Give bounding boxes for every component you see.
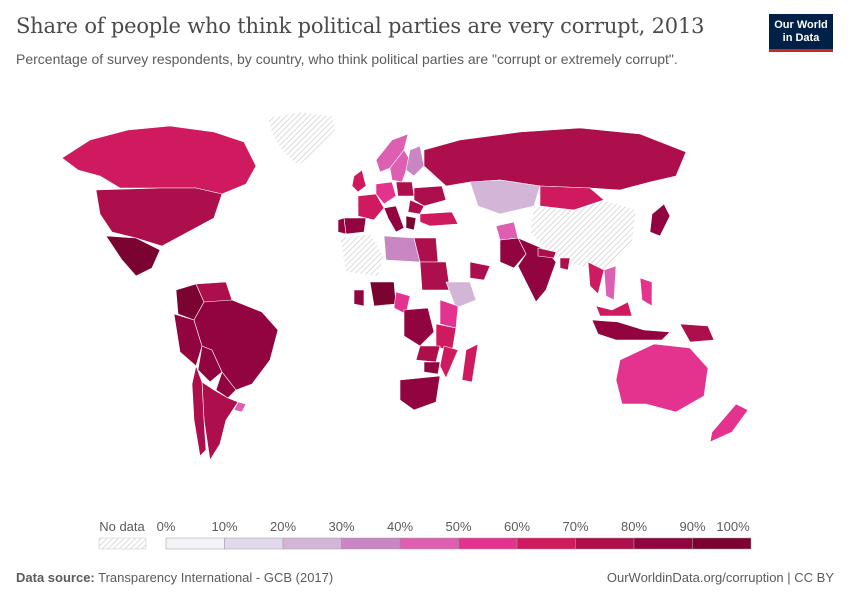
country-poland[interactable] xyxy=(395,181,415,197)
country-russia[interactable] xyxy=(423,127,687,191)
legend-tick-label: 40% xyxy=(387,519,413,534)
legend-tick-label: 30% xyxy=(328,519,354,534)
country-zimbabwe[interactable] xyxy=(423,361,441,375)
country-ukraine[interactable] xyxy=(413,185,447,207)
world-map[interactable] xyxy=(0,100,850,510)
country-new-zealand[interactable] xyxy=(709,403,749,443)
country-brazil[interactable] xyxy=(193,299,279,391)
legend-bin-0 xyxy=(165,537,225,550)
country-spain[interactable] xyxy=(343,217,367,235)
legend-tick-label: 10% xyxy=(211,519,237,534)
legend-tick-label: 90% xyxy=(679,519,705,534)
country-peru[interactable] xyxy=(173,313,203,367)
country-dr-congo[interactable] xyxy=(403,307,435,347)
country-chile[interactable] xyxy=(191,365,207,457)
country-philippines[interactable] xyxy=(639,277,653,307)
country-nepal[interactable] xyxy=(537,247,557,259)
country-madagascar[interactable] xyxy=(461,343,479,383)
country-united-kingdom[interactable] xyxy=(351,169,367,193)
country-mozambique[interactable] xyxy=(439,345,459,379)
logo-line-2: in Data xyxy=(782,32,820,44)
legend-tick-label: 100% xyxy=(716,519,750,534)
legend-bin-1 xyxy=(224,537,284,550)
country-canada[interactable] xyxy=(61,125,257,195)
country-sudan[interactable] xyxy=(419,261,451,291)
owid-logo[interactable]: Our World in Data xyxy=(769,14,833,52)
legend-no-data-swatch xyxy=(98,537,147,550)
country-sweden[interactable] xyxy=(389,149,411,183)
legend-bin-9 xyxy=(692,537,752,550)
country-malaysia[interactable] xyxy=(595,301,633,317)
country-ghana[interactable] xyxy=(353,289,365,307)
logo-line-1: Our World xyxy=(774,19,828,31)
country-argentina[interactable] xyxy=(201,381,239,461)
data-source-text: Transparency International - GCB (2017) xyxy=(98,570,334,585)
legend-tick-label: 50% xyxy=(445,519,471,534)
legend-bin-7 xyxy=(575,537,635,550)
legend-no-data-label: No data xyxy=(99,519,145,534)
legend-tick-label: 0% xyxy=(157,519,176,534)
country-united-states[interactable] xyxy=(95,187,223,247)
color-legend: No data 0% 10% 20% 30% 40% 50% 60% 70% 80% 90% 100… xyxy=(98,519,752,550)
country-kazakhstan[interactable] xyxy=(469,179,541,215)
legend-bin-5 xyxy=(458,537,518,550)
legend-tick-label: 80% xyxy=(621,519,647,534)
chart-subtitle: Percentage of survey respondents, by cou… xyxy=(16,51,678,67)
country-bangladesh[interactable] xyxy=(559,257,571,271)
legend-tick-label: 60% xyxy=(504,519,530,534)
country-papua-new-guinea[interactable] xyxy=(679,323,715,343)
country-greenland[interactable] xyxy=(267,111,337,167)
country-france[interactable] xyxy=(357,193,385,221)
country-afghanistan[interactable] xyxy=(495,221,519,241)
country-zambia[interactable] xyxy=(415,345,441,363)
chart-title: Share of people who think political part… xyxy=(16,14,705,38)
country-yemen[interactable] xyxy=(469,261,491,281)
legend-tick-label: 70% xyxy=(562,519,588,534)
country-thailand[interactable] xyxy=(587,261,605,295)
country-turkey[interactable] xyxy=(419,211,459,227)
country-portugal[interactable] xyxy=(337,217,347,235)
country-algeria[interactable] xyxy=(339,233,385,277)
legend-bin-4 xyxy=(399,537,459,550)
country-nigeria[interactable] xyxy=(369,281,397,307)
legend-bin-8 xyxy=(633,537,693,550)
country-south-africa[interactable] xyxy=(399,375,441,411)
legend-bin-3 xyxy=(341,537,401,550)
country-vietnam[interactable] xyxy=(603,265,617,301)
legend-tick-label: 20% xyxy=(270,519,296,534)
country-australia[interactable] xyxy=(615,343,709,413)
country-finland[interactable] xyxy=(405,145,425,177)
country-greece[interactable] xyxy=(405,215,417,231)
data-source-label: Data source: xyxy=(16,570,95,585)
legend-bin-6 xyxy=(516,537,576,550)
data-source: Data source: Transparency International … xyxy=(16,570,333,585)
source-url[interactable]: OurWorldinData.org/corruption | CC BY xyxy=(606,570,834,585)
country-germany[interactable] xyxy=(375,181,397,205)
country-ethiopia[interactable] xyxy=(445,281,477,309)
country-indonesia[interactable] xyxy=(591,319,671,341)
country-italy[interactable] xyxy=(383,205,405,233)
country-uruguay[interactable] xyxy=(233,401,247,413)
country-paraguay[interactable] xyxy=(215,371,237,399)
country-mexico[interactable] xyxy=(105,235,161,277)
legend-bin-2 xyxy=(282,537,342,550)
country-china[interactable] xyxy=(529,199,637,271)
country-japan[interactable] xyxy=(649,203,671,237)
